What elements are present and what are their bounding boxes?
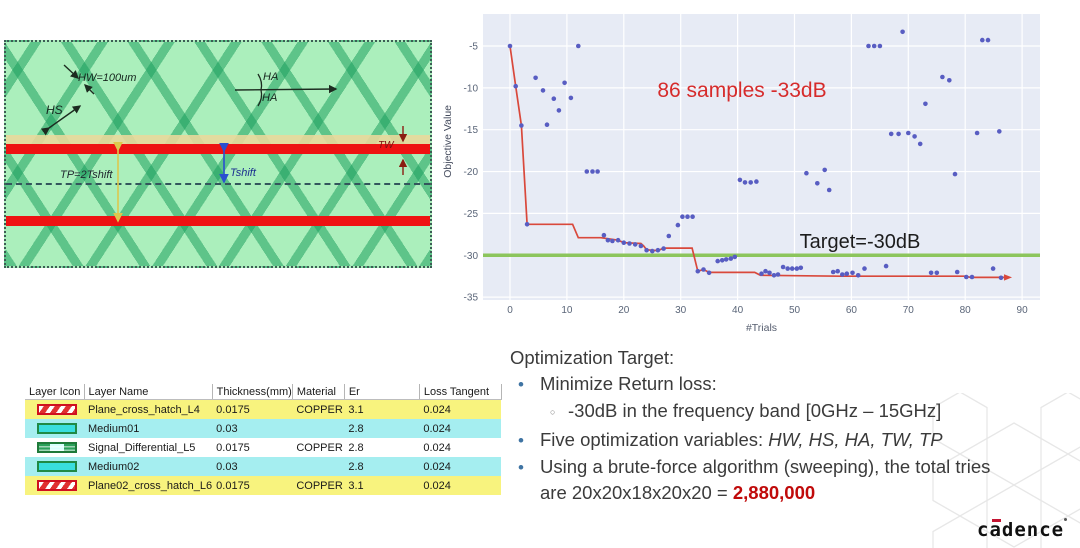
notes-title: Optimization Target: [510,347,675,368]
tshift-label: Tshift [230,167,256,179]
col-header-layer-icon: Layer Icon [25,384,85,400]
svg-text:-25: -25 [464,209,479,220]
svg-text:-15: -15 [464,125,479,136]
signal-differential-icon [36,442,77,453]
bullet-item: Minimize Return loss: [510,371,1072,398]
svg-text:-5: -5 [469,42,478,53]
ha-angle-arc-bottom [257,89,263,107]
bullet-icon [510,427,540,454]
svg-text:50: 50 [789,305,801,316]
col-header-layer-name: Layer Name [84,384,213,400]
table-header-row: Layer Icon Layer Name Thickness(mm) Mate… [25,384,502,400]
cross-hatch-diagram: HW=100um HS HA HA TP=2Tshift Tshift TW [4,40,432,268]
target-annotation: Target=-30dB [799,231,921,253]
col-header-loss-tangent: Loss Tangent [419,384,502,400]
col-header-thickness: Thickness(mm) [212,384,293,400]
ha-label-top: HA [263,71,279,83]
optimization-chart: 0 10 20 30 40 50 60 70 80 90 -5 -10 -15 -20 -25 -30 -35 … [440,8,1075,343]
cyan-medium-icon [36,461,77,472]
svg-text:30: 30 [675,305,687,316]
svg-text:60: 60 [846,305,858,316]
col-header-er: Er [344,384,420,400]
cadence-logo: cadence [977,518,1077,545]
tp-label: TP=2Tshift [60,169,113,181]
logo-macron-bar [992,519,1001,522]
col-header-material: Material [292,384,345,400]
chart-plot-area: 0 10 20 30 40 50 60 70 80 90 -5 -10 -15 -20 -25 -30 -35 [464,14,1040,316]
svg-text:10: 10 [561,305,573,316]
bullet-text: Minimize Return loss: [540,373,717,394]
ha-label-bottom: HA [262,92,278,104]
svg-text:70: 70 [903,305,915,316]
sub-bullet-text: -30dB in the frequency band [0GHz – 15GH… [568,400,942,421]
plane-layer-bar-top [6,144,430,154]
red-hatch-plane-icon [36,480,77,491]
svg-text:90: 90 [1017,305,1029,316]
bullet-item: Five optimization variables: HW, HS, HA,… [510,427,1072,454]
svg-text:80: 80 [960,305,972,316]
bullet-icon [510,371,540,398]
hw-label: HW=100um [78,72,137,84]
hs-label: HS [46,103,63,117]
hw-arrow-lower [84,84,95,95]
svg-text:20: 20 [618,305,630,316]
plane-layer-bar-bottom [6,216,430,226]
total-tries-value: 2,880,000 [732,482,816,503]
hs-double-arrow [40,105,82,136]
svg-text:-35: -35 [464,293,479,304]
logo-registered-dot [1064,518,1067,521]
bullet-item: Using a brute-force algorithm (sweeping)… [510,454,1072,506]
table-row: Plane_cross_hatch_L4 0.0175 COPPER 3.1 0… [25,399,502,419]
hw-arrow-upper [63,64,80,79]
tw-label: TW [378,140,394,151]
table-row: Medium01 0.03 2.8 0.024 [25,419,502,438]
bullet-text: Using a brute-force algorithm (sweeping)… [540,456,991,503]
cadence-logo-text: cadence [977,519,1065,541]
optimization-notes: Optimization Target: Minimize Return los… [510,345,1072,506]
x-axis-title: #Trials [745,322,778,334]
variables-italic: HW, HS, HA, TW, TP [768,429,943,450]
table-row: Medium02 0.03 2.8 0.024 [25,457,502,476]
sub-bullet-icon [542,398,568,427]
sub-bullet-item: -30dB in the frequency band [0GHz – 15GH… [510,398,1072,427]
svg-text:0: 0 [507,305,513,316]
ha-angle-arc-top [257,73,263,91]
bullet-text: Five optimization variables: HW, HS, HA,… [540,429,943,450]
table-row: Plane02_cross_hatch_L6 0.0175 COPPER 3.1… [25,476,502,495]
svg-text:-10: -10 [464,83,479,94]
svg-text:-30: -30 [464,251,479,262]
ha-reference-arrow [234,84,338,94]
bullet-icon [510,454,540,481]
diagram-annotation-arrows [40,64,408,223]
red-hatch-plane-icon [36,404,77,415]
period-divider-line [6,183,430,185]
dielectric-band [6,135,430,144]
svg-text:40: 40 [732,305,744,316]
samples-annotation: 86 samples -33dB [657,79,827,102]
layer-stackup-table: Layer Icon Layer Name Thickness(mm) Mate… [25,384,502,495]
table-row: Signal_Differential_L5 0.0175 COPPER 2.8… [25,438,502,457]
svg-text:-20: -20 [464,167,479,178]
cyan-medium-icon [36,423,77,434]
y-axis-title: Objective Value [442,105,454,178]
